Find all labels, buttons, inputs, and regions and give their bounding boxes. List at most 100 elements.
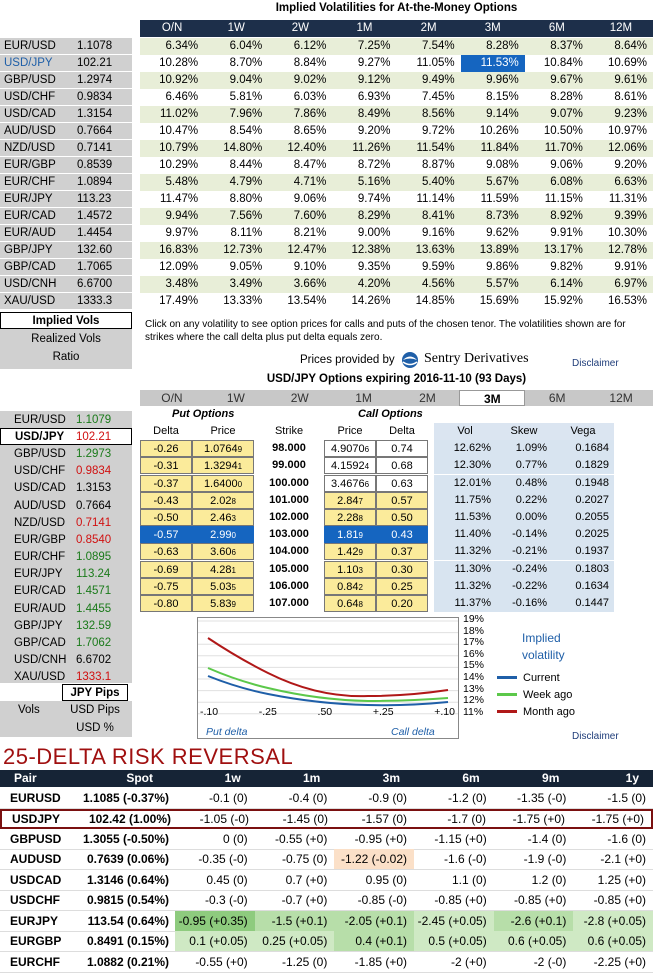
vol-cell[interactable]: 6.34% [140,37,205,55]
tab-on[interactable]: O/N [161,391,183,405]
vol-cell[interactable]: 5.67% [460,173,525,191]
vol-cell[interactable]: 9.16% [396,224,461,242]
pair-name[interactable]: EUR/GBP [4,159,56,171]
vol-cell[interactable]: 6.46% [140,88,205,106]
pair-name[interactable]: GBP/CAD [14,637,66,650]
vol-cell[interactable]: 11.84% [460,139,525,157]
pair-row[interactable]: NZD/USD 0.7141 [0,514,132,531]
option-cp[interactable]: 0.648 [324,594,376,612]
vol-cell[interactable]: 10.79% [140,139,205,157]
option-row[interactable]: -0.50 2.463 102.000 2.288 0.50 11.53% 0.00% 0.2… [140,509,653,527]
pair-row[interactable]: EUR/GBP 0.8540 [0,531,132,548]
vol-cell[interactable]: 7.60% [268,207,333,225]
option-row[interactable]: -0.63 3.606 104.000 1.429 0.37 11.32% -0.21% 0.… [140,543,653,561]
vol-cell[interactable]: 5.40% [396,173,461,191]
pair-row[interactable]: USD/CAD 1.3154 [0,106,132,123]
vol-cell[interactable]: 5.48% [140,173,205,191]
option-row[interactable]: -0.80 5.839 107.000 0.648 0.20 11.37% -0.16% 0.… [140,594,653,612]
rr-pair[interactable]: USDCHF [10,893,60,908]
option-row[interactable]: -0.26 1.07649 98.000 4.90706 0.74 12.62% 1.09%… [140,440,653,458]
pair-name[interactable]: USD/CNH [4,278,57,290]
vol-cell[interactable]: 9.97% [140,224,205,242]
option-cp[interactable]: 1.103 [324,560,376,578]
vol-cell[interactable]: 8.84% [268,54,333,72]
vol-cell[interactable]: 10.28% [140,54,205,72]
vol-cell[interactable]: 9.35% [332,258,397,276]
vol-cell[interactable]: 7.45% [396,88,461,106]
pair-row[interactable]: NZD/USD 0.7141 [0,140,132,157]
vol-cell[interactable]: 10.29% [140,156,205,174]
vol-cell[interactable]: 9.20% [588,156,653,174]
pair-row[interactable]: EUR/GBP 0.8539 [0,157,132,174]
pair-row[interactable]: USD/CHF 0.9834 [0,89,132,106]
tab-implied-vols[interactable]: Implied Vols [0,312,132,329]
pips-tab[interactable]: USD % [76,722,114,734]
pair-row[interactable]: EUR/USD 1.1078 [0,38,132,55]
pips-tab[interactable]: USD Pips [70,704,120,716]
option-cp[interactable]: 4.15924 [324,457,376,475]
vol-cell[interactable]: 14.80% [204,139,269,157]
pair-name[interactable]: GBP/JPY [4,244,53,256]
vol-cell[interactable]: 7.54% [396,37,461,55]
option-cd[interactable]: 0.63 [376,474,428,492]
pair-row[interactable]: EUR/USD 1.1079 [0,411,132,428]
option-cd[interactable]: 0.20 [376,594,428,612]
pair-name[interactable]: NZD/USD [14,516,66,529]
rr-pair[interactable]: EURCHF [10,954,60,969]
option-pd[interactable]: -0.31 [140,457,192,475]
pair-name[interactable]: EUR/CAD [14,585,66,598]
pair-row[interactable]: USD/CAD 1.3153 [0,480,132,497]
vol-cell[interactable]: 13.17% [524,241,589,259]
pair-row[interactable]: GBP/JPY 132.60 [0,242,132,259]
vol-cell[interactable]: 8.21% [268,224,333,242]
pair-name[interactable]: GBP/USD [4,74,56,86]
vol-cell[interactable]: 7.25% [332,37,397,55]
option-pp[interactable]: 1.64000 [192,474,254,492]
option-pp[interactable]: 3.606 [192,543,254,561]
vol-cell[interactable]: 3.66% [268,275,333,293]
vol-cell[interactable]: 3.48% [140,275,205,293]
option-pp[interactable]: 4.281 [192,560,254,578]
pair-row[interactable]: GBP/JPY 132.59 [0,617,132,634]
pair-name[interactable]: USD/CAD [14,482,66,495]
vol-cell[interactable]: 8.70% [204,54,269,72]
vol-cell[interactable]: 8.28% [460,37,525,55]
disclaimer-link[interactable]: Disclaimer [572,358,619,369]
vol-cell[interactable]: 8.61% [588,88,653,106]
vol-cell[interactable]: 11.53% [460,54,525,72]
option-pp[interactable]: 1.07649 [192,440,254,458]
option-cp[interactable]: 1.819 [324,526,376,544]
option-row[interactable]: -0.31 1.32941 99.000 4.15924 0.68 12.30% 0.77%… [140,457,653,475]
vol-cell[interactable]: 8.47% [268,156,333,174]
option-k[interactable]: 103.000 [260,526,318,543]
vol-cell[interactable]: 13.33% [204,292,269,310]
vol-cell[interactable]: 11.14% [396,190,461,208]
vol-cell[interactable]: 12.40% [268,139,333,157]
rr-row[interactable]: EURJPY 113.54 (0.64%) -0.95 (+0.35) -1.5 (+… [0,910,653,932]
vol-cell[interactable]: 8.44% [204,156,269,174]
vol-cell[interactable]: 9.49% [396,71,461,89]
vol-cell[interactable]: 12.47% [268,241,333,259]
option-k[interactable]: 107.000 [260,595,318,612]
option-pd[interactable]: -0.80 [140,594,192,612]
vol-cell[interactable]: 9.72% [396,122,461,140]
pair-name[interactable]: EUR/CHF [14,551,66,564]
pair-name[interactable]: EUR/AUD [14,602,66,615]
option-k[interactable]: 104.000 [260,543,318,560]
vol-cell[interactable]: 9.05% [204,258,269,276]
tab-1m[interactable]: 1M [355,391,372,405]
vol-cell[interactable]: 6.63% [588,173,653,191]
pair-name[interactable]: USD/CNH [14,654,67,667]
rr-row[interactable]: USDCHF 0.9815 (0.54%) -0.3 (-0) -0.7 (+0) -0… [0,891,653,911]
vol-cell[interactable]: 9.27% [332,54,397,72]
option-cp[interactable]: 0.842 [324,577,376,595]
vol-cell[interactable]: 8.56% [396,105,461,123]
vol-cell[interactable]: 5.57% [460,275,525,293]
vol-cell[interactable]: 10.69% [588,54,653,72]
tenor-header[interactable]: 2M [420,22,437,34]
vol-cell[interactable]: 9.20% [332,122,397,140]
rr-pair[interactable]: EURJPY [10,913,59,928]
vol-cell[interactable]: 7.56% [204,207,269,225]
option-k[interactable]: 100.000 [260,475,318,492]
tab-realized-vols[interactable]: Realized Vols [0,329,132,349]
